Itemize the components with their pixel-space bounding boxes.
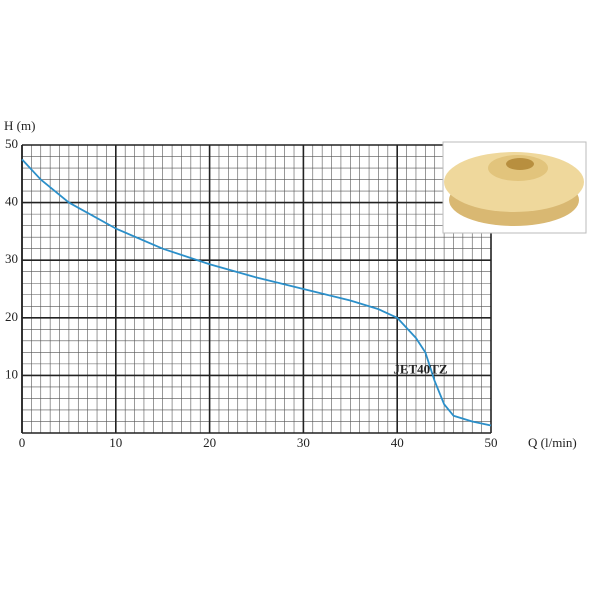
y-tick-label: 20	[5, 309, 18, 324]
x-tick-label: 50	[485, 435, 498, 450]
x-tick-label: 40	[391, 435, 404, 450]
x-tick-label: 30	[297, 435, 310, 450]
x-tick-label: 10	[109, 435, 122, 450]
impeller-photo	[442, 141, 587, 234]
x-tick-label: 20	[203, 435, 216, 450]
curve	[21, 158, 492, 427]
y-tick-label: 10	[5, 366, 18, 381]
y-tick-label: 40	[5, 194, 18, 209]
y-tick-label: 50	[5, 136, 18, 151]
y-axis-label: H (m)	[4, 118, 35, 133]
y-tick-label: 30	[5, 251, 18, 266]
series-label: JET40TZ	[393, 361, 448, 376]
x-tick-label: 0	[19, 435, 26, 450]
x-axis-label: Q (l/min)	[528, 435, 577, 450]
